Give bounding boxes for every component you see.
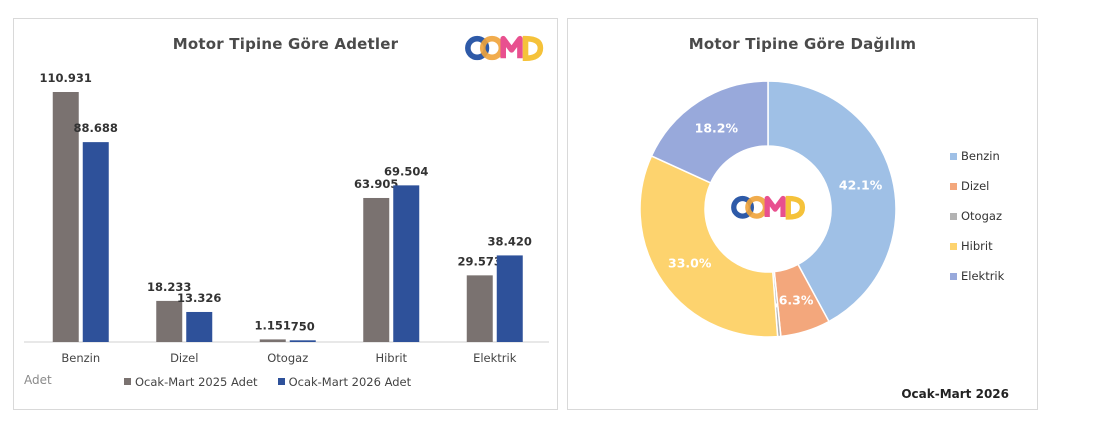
legend-item-dizel: Dizel: [950, 171, 1004, 201]
logo-letter-d2: [522, 35, 544, 62]
bar-benzin-2026: [82, 142, 109, 342]
legend-swatch-elektrik: [950, 272, 957, 280]
legend-swatch-benzin: [950, 152, 957, 160]
bar-elektrik-2025: [466, 275, 493, 342]
bar-legend: Ocak-Mart 2025 Adet Ocak-Mart 2026 Adet: [124, 375, 411, 389]
data-label-benzin-2025: 110.931: [40, 71, 92, 85]
legend-item-benzin: Benzin: [950, 141, 1004, 171]
legend-item-elektrik: Elektrik: [950, 261, 1004, 291]
bar-dizel-2026: [186, 311, 213, 342]
legend-swatch-dizel: [950, 182, 957, 190]
legend-item-2025: Ocak-Mart 2025 Adet: [124, 375, 258, 389]
bar-chart-panel: 110.931 88.688 Benzin 18.233 13.326 Dizel 1.15…: [13, 18, 558, 410]
legend-label-hibrit: Hibrit: [961, 239, 993, 253]
legend-swatch-otogaz: [950, 212, 957, 220]
x-tick-label-hibrit: Hibrit: [375, 351, 407, 365]
logo-letter-o: [731, 195, 754, 219]
logo-letter-o: [465, 35, 490, 61]
data-label-dizel-2025: 18.233: [147, 280, 191, 294]
legend-label-elektrik: Elektrik: [961, 269, 1005, 283]
odmd-logo-center: [731, 195, 806, 220]
legend-label-benzin: Benzin: [961, 149, 1000, 163]
doughnut-chart-title: Motor Tipine Göre Dağılım: [688, 35, 917, 53]
bar-hibrit-2026: [393, 185, 420, 342]
data-label-elektrik-2026: 38.420: [488, 234, 532, 248]
logo-letter-m: [500, 35, 523, 59]
legend-label-otogaz: Otogaz: [961, 209, 1002, 223]
bar-hibrit-2025: [363, 197, 390, 342]
logo-letter-d1: [745, 195, 769, 219]
legend-swatch-2026: [277, 378, 285, 385]
doughnut-legend: Benzin Dizel Otogaz Hibrit Elektrik: [950, 141, 1004, 291]
legend-label-2025: Ocak-Mart 2025 Adet: [135, 375, 258, 389]
legend-item-2026: Ocak-Mart 2026 Adet: [277, 375, 412, 389]
legend-label-dizel: Dizel: [961, 179, 990, 193]
data-label-elektrik-2025: 29.573: [458, 254, 502, 268]
logo-letter-m: [764, 195, 786, 217]
x-tick-label-elektrik: Elektrik: [473, 351, 517, 365]
slice-elektrik: [650, 80, 769, 184]
bar-elektrik-2026: [496, 255, 523, 342]
data-label-otogaz-2025: 1.151: [255, 318, 291, 332]
x-tick-label-dizel: Dizel: [170, 351, 198, 365]
logo-letter-d2: [785, 195, 806, 220]
slice-label-dizel: 6.3%: [779, 292, 814, 307]
data-label-hibrit-2025: 63.905: [354, 177, 398, 191]
data-label-dizel-2026: 13.326: [177, 291, 221, 305]
data-label-hibrit-2026: 69.504: [384, 164, 428, 178]
data-label-benzin-2026: 88.688: [74, 121, 118, 135]
bar-chart-title: Motor Tipine Göre Adetler: [172, 35, 399, 53]
legend-swatch-hibrit: [950, 242, 957, 250]
bar-otogaz-2026: [289, 340, 316, 342]
slice-label-benzin: 42.1%: [839, 178, 883, 193]
period-note: Ocak-Mart 2026: [901, 387, 1009, 401]
slice-benzin: [767, 80, 897, 323]
slice-label-hibrit: 33.0%: [668, 256, 712, 271]
legend-swatch-2025: [124, 378, 131, 385]
bar-dizel-2025: [156, 300, 183, 342]
slice-label-elektrik: 18.2%: [695, 121, 739, 136]
doughnut-chart-panel: 42.1%6.3%0.4%33.0%18.2% Motor Tipine Gör…: [567, 18, 1038, 410]
bar-benzin-2025: [52, 92, 79, 342]
legend-item-hibrit: Hibrit: [950, 231, 1004, 261]
odmd-logo-bar: [465, 35, 544, 62]
legend-item-otogaz: Otogaz: [950, 201, 1004, 231]
doughnut-chart: 42.1%6.3%0.4%33.0%18.2%: [639, 80, 897, 338]
slice-hibrit: [639, 154, 779, 338]
data-label-otogaz-2026: 750: [291, 319, 315, 333]
x-tick-label-otogaz: Otogaz: [267, 351, 308, 365]
y-axis-unit-label: Adet: [24, 373, 52, 387]
bar-otogaz-2025: [259, 339, 286, 342]
legend-label-2026: Ocak-Mart 2026 Adet: [288, 375, 412, 389]
x-tick-label-benzin: Benzin: [61, 351, 100, 365]
